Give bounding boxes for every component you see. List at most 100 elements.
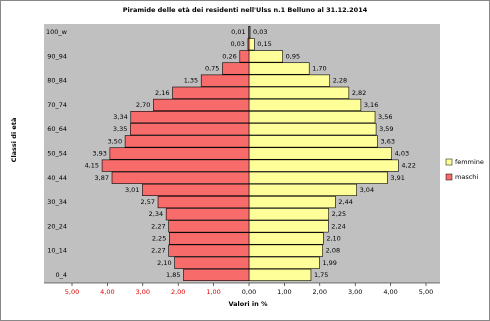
bar bbox=[200, 74, 250, 87]
legend-swatch bbox=[445, 173, 453, 181]
value-label: 3,91 bbox=[390, 174, 404, 182]
bar bbox=[248, 256, 320, 269]
value-label: 2,34 bbox=[149, 210, 163, 218]
bar bbox=[248, 111, 376, 124]
legend-label: femmine bbox=[455, 158, 484, 166]
value-label: 1,85 bbox=[166, 271, 180, 279]
value-label: 2,25 bbox=[332, 210, 346, 218]
bar bbox=[248, 220, 329, 233]
x-tick-label: 2,00 bbox=[171, 288, 185, 296]
y-tick-label: 70_74 bbox=[47, 101, 67, 109]
value-label: 0,03 bbox=[230, 40, 244, 48]
value-label: 2,16 bbox=[155, 89, 169, 97]
x-tick-label: 4,00 bbox=[383, 288, 397, 296]
legend-label: maschi bbox=[455, 173, 478, 181]
value-label: 1,35 bbox=[184, 77, 198, 85]
bar bbox=[248, 196, 336, 209]
bar bbox=[169, 232, 250, 245]
bar bbox=[248, 38, 255, 51]
bar bbox=[248, 183, 357, 197]
bar bbox=[174, 256, 250, 269]
value-label: 2,70 bbox=[136, 101, 150, 109]
bar bbox=[153, 98, 250, 111]
value-label: 2,27 bbox=[151, 247, 165, 255]
value-label: 3,01 bbox=[125, 186, 139, 194]
bar bbox=[248, 86, 350, 99]
bar bbox=[111, 171, 250, 184]
bar bbox=[157, 196, 250, 209]
value-label: 3,93 bbox=[92, 150, 106, 158]
legend-swatch bbox=[445, 158, 453, 166]
y-tick-label: 40_44 bbox=[47, 174, 67, 182]
value-label: 0,15 bbox=[257, 40, 271, 48]
value-label: 2,82 bbox=[352, 89, 366, 97]
chart-title: Piramide delle età dei residenti nell'Ul… bbox=[123, 6, 368, 14]
x-tick-label: 3,00 bbox=[348, 288, 362, 296]
x-tick-label: 4,00 bbox=[100, 288, 114, 296]
value-label: 2,44 bbox=[338, 198, 352, 206]
value-label: 4,15 bbox=[85, 162, 99, 170]
bar bbox=[168, 244, 250, 257]
bar bbox=[248, 208, 329, 221]
bar bbox=[142, 183, 250, 197]
y-tick-label: 80_84 bbox=[47, 77, 67, 85]
value-label: 1,75 bbox=[314, 271, 328, 279]
bar bbox=[109, 147, 250, 160]
value-label: 2,28 bbox=[333, 77, 347, 85]
value-label: 3,59 bbox=[379, 125, 393, 133]
value-label: 0,75 bbox=[205, 65, 219, 73]
y-tick-label: 60_64 bbox=[47, 125, 67, 133]
bar bbox=[248, 244, 323, 257]
x-tick-label: 5,00 bbox=[65, 288, 79, 296]
bar bbox=[248, 62, 310, 75]
value-label: 3,16 bbox=[364, 101, 378, 109]
x-tick-label: 5,00 bbox=[419, 288, 433, 296]
y-tick-label: 10_14 bbox=[47, 247, 67, 255]
value-label: 0,95 bbox=[286, 52, 300, 60]
value-label: 4,03 bbox=[395, 150, 409, 158]
value-label: 3,50 bbox=[108, 137, 122, 145]
bar bbox=[248, 135, 378, 148]
value-label: 2,27 bbox=[151, 222, 165, 230]
x-tick-label: 0,00 bbox=[242, 288, 256, 296]
x-tick-label: 2,00 bbox=[313, 288, 327, 296]
bar bbox=[124, 135, 250, 148]
bar bbox=[248, 74, 331, 87]
value-label: 3,35 bbox=[113, 125, 127, 133]
value-label: 3,56 bbox=[378, 113, 392, 121]
value-label: 3,87 bbox=[95, 174, 109, 182]
bar bbox=[183, 268, 250, 281]
value-label: 1,70 bbox=[312, 65, 326, 73]
y-axis-title: Classi di età bbox=[10, 118, 18, 163]
value-label: 2,08 bbox=[326, 247, 340, 255]
bar bbox=[239, 50, 250, 63]
value-label: 2,25 bbox=[152, 235, 166, 243]
bar bbox=[248, 268, 312, 281]
value-label: 0,03 bbox=[253, 28, 267, 36]
bar bbox=[248, 50, 283, 63]
bar bbox=[130, 111, 250, 124]
value-label: 2,57 bbox=[141, 198, 155, 206]
y-tick-label: 90_94 bbox=[47, 52, 67, 60]
value-label: 2,10 bbox=[326, 235, 340, 243]
bar bbox=[222, 62, 250, 75]
bar bbox=[248, 171, 388, 184]
x-tick-label: 1,00 bbox=[277, 288, 291, 296]
bar bbox=[165, 208, 250, 221]
bar bbox=[101, 159, 250, 172]
y-tick-label: 0_4 bbox=[55, 271, 67, 279]
value-label: 3,34 bbox=[113, 113, 127, 121]
y-tick-label: 100_w bbox=[46, 28, 68, 36]
bar bbox=[247, 38, 250, 51]
bar bbox=[172, 86, 250, 99]
value-label: 2,24 bbox=[331, 222, 345, 230]
value-label: 2,10 bbox=[157, 259, 171, 267]
value-label: 1,99 bbox=[322, 259, 336, 267]
value-label: 0,26 bbox=[222, 52, 236, 60]
bar bbox=[248, 147, 392, 160]
bar bbox=[130, 123, 250, 136]
x-axis-title: Valori in % bbox=[228, 300, 268, 308]
bar bbox=[248, 98, 362, 111]
